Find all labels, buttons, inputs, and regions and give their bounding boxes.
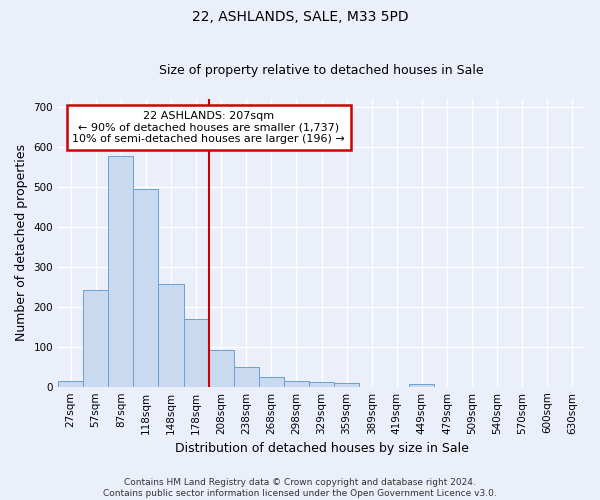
Bar xyxy=(133,189,158,386)
Bar xyxy=(309,382,334,386)
Bar xyxy=(108,156,133,386)
Bar xyxy=(184,319,209,386)
Bar xyxy=(259,377,284,386)
Text: 22 ASHLANDS: 207sqm
← 90% of detached houses are smaller (1,737)
10% of semi-det: 22 ASHLANDS: 207sqm ← 90% of detached ho… xyxy=(72,111,345,144)
Bar xyxy=(284,382,309,386)
Bar xyxy=(409,384,434,386)
X-axis label: Distribution of detached houses by size in Sale: Distribution of detached houses by size … xyxy=(175,442,469,455)
Bar xyxy=(158,284,184,387)
Bar xyxy=(58,382,83,386)
Bar xyxy=(83,290,108,386)
Y-axis label: Number of detached properties: Number of detached properties xyxy=(15,144,28,342)
Bar xyxy=(334,384,359,386)
Bar xyxy=(233,367,259,386)
Text: 22, ASHLANDS, SALE, M33 5PD: 22, ASHLANDS, SALE, M33 5PD xyxy=(191,10,409,24)
Title: Size of property relative to detached houses in Sale: Size of property relative to detached ho… xyxy=(159,64,484,77)
Text: Contains HM Land Registry data © Crown copyright and database right 2024.
Contai: Contains HM Land Registry data © Crown c… xyxy=(103,478,497,498)
Bar xyxy=(209,350,233,387)
